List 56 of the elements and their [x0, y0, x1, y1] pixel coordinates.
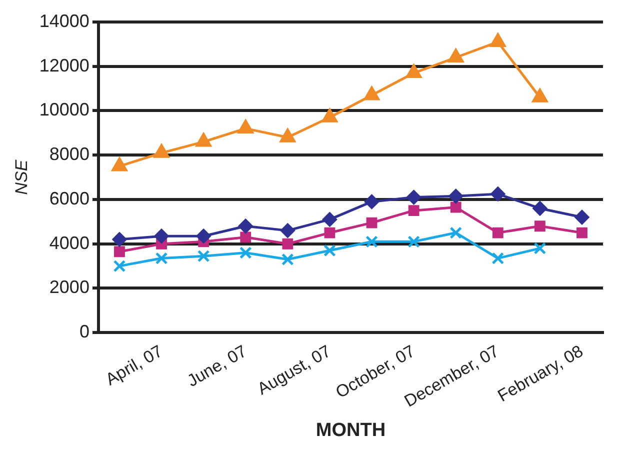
- point: [408, 205, 420, 216]
- point: [450, 226, 462, 239]
- point: [534, 242, 546, 255]
- point: [111, 156, 128, 172]
- point: [574, 210, 590, 225]
- y-tick-label: 6000: [49, 188, 90, 208]
- point: [196, 228, 212, 244]
- point: [238, 218, 254, 234]
- x-tick-label: April, 07: [102, 342, 166, 390]
- point: [408, 235, 420, 248]
- point: [280, 223, 296, 238]
- point: [155, 252, 168, 264]
- y-tick-label: 0: [79, 322, 90, 342]
- point: [197, 250, 210, 262]
- y-tick-label: 8000: [49, 144, 90, 164]
- point: [113, 260, 126, 272]
- y-tick-label: 12000: [39, 55, 90, 76]
- point: [576, 227, 588, 238]
- y-tick-label: 4000: [49, 232, 90, 253]
- point: [532, 200, 548, 216]
- y-tick-label: 10000: [39, 100, 90, 120]
- point: [239, 246, 252, 259]
- point: [490, 32, 506, 47]
- point: [364, 194, 380, 210]
- point: [532, 88, 548, 102]
- point: [492, 227, 504, 238]
- point: [490, 186, 506, 202]
- y-tick-label: 2000: [49, 277, 90, 298]
- point: [534, 220, 546, 232]
- point: [321, 108, 338, 122]
- point: [492, 252, 504, 264]
- point: [281, 253, 294, 266]
- y-axis-title: NSE: [12, 159, 31, 195]
- point: [322, 212, 338, 227]
- point: [153, 143, 170, 158]
- point: [324, 244, 336, 257]
- point: [112, 232, 127, 247]
- point: [195, 132, 212, 147]
- point: [279, 128, 296, 142]
- point: [282, 238, 294, 250]
- point: [450, 202, 462, 213]
- point: [366, 235, 378, 248]
- point: [448, 188, 464, 204]
- point: [406, 190, 422, 205]
- point: [363, 86, 380, 100]
- point: [324, 227, 336, 238]
- point: [114, 246, 125, 258]
- x-axis-title: MONTH: [316, 420, 386, 441]
- point: [406, 64, 422, 78]
- point: [448, 48, 464, 62]
- y-tick-label: 14000: [39, 10, 90, 31]
- point: [240, 232, 252, 243]
- point: [237, 118, 254, 134]
- x-tick-label: June, 07: [184, 342, 250, 391]
- point: [154, 228, 170, 244]
- point: [366, 217, 378, 228]
